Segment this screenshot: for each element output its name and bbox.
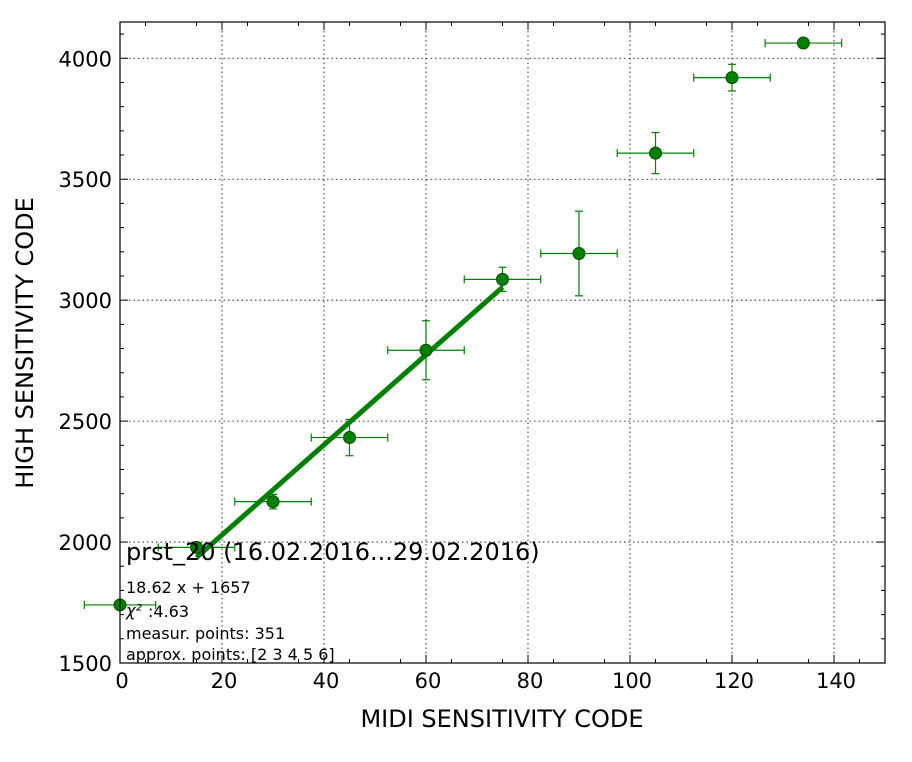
data-point-group bbox=[157, 540, 236, 554]
data-point bbox=[190, 540, 203, 554]
x-tick-label: 40 bbox=[313, 669, 340, 693]
x-tick-label: 20 bbox=[211, 669, 238, 693]
y-tick-labels: 1500 2000 2500 3000 3500 4000 bbox=[59, 47, 112, 676]
y-tick-label: 4000 bbox=[59, 47, 112, 71]
data-point-group bbox=[616, 131, 695, 175]
data-point-group bbox=[693, 63, 771, 92]
annotation-measur-points: measur. points: 351 bbox=[126, 624, 285, 643]
y-tick-label: 3000 bbox=[59, 289, 112, 313]
y-axis-label: HIGH SENSITIVITY CODE bbox=[11, 197, 39, 489]
y-tick-label: 3500 bbox=[59, 168, 112, 192]
data-point-group bbox=[463, 266, 542, 293]
annotation-chi-label: χ² bbox=[125, 601, 142, 620]
annotation-approx-points: approx. points: [2 3 4 5 6] bbox=[126, 645, 335, 664]
data-point-group bbox=[234, 493, 312, 510]
data-point bbox=[419, 343, 433, 357]
y-tick-label: 2500 bbox=[59, 410, 112, 434]
data-point bbox=[266, 495, 280, 509]
data-point-group bbox=[540, 210, 618, 297]
data-point bbox=[343, 431, 356, 445]
annotation-box: prst_20 (16.02.2016...29.02.2016) 18.62 … bbox=[125, 538, 540, 664]
annotation-equation: 18.62 x + 1657 bbox=[126, 578, 251, 597]
x-tick-label: 100 bbox=[612, 669, 652, 693]
grid-lines bbox=[120, 22, 885, 663]
data-point-group bbox=[310, 418, 389, 457]
data-point bbox=[725, 71, 739, 85]
data-point bbox=[496, 272, 509, 286]
x-tick-label: 80 bbox=[517, 669, 544, 693]
axis-ticks bbox=[119, 22, 885, 664]
y-tick-label: 2000 bbox=[59, 531, 112, 555]
data-point bbox=[572, 246, 586, 260]
x-axis-label: MIDI SENSITIVITY CODE bbox=[360, 705, 643, 733]
y-tick-label: 1500 bbox=[59, 652, 112, 676]
plot-frame bbox=[119, 21, 886, 664]
x-tick-label: 60 bbox=[415, 669, 442, 693]
x-tick-label: 120 bbox=[714, 669, 754, 693]
data-point bbox=[649, 146, 662, 160]
x-tick-label: 0 bbox=[115, 669, 128, 693]
data-point bbox=[796, 36, 810, 50]
x-tick-labels: 0 20 40 60 80 100 120 140 bbox=[115, 669, 856, 693]
data-point-group bbox=[387, 320, 465, 381]
data-point-group bbox=[764, 36, 843, 50]
x-tick-label: 140 bbox=[816, 669, 856, 693]
annotation-title: prst_20 (16.02.2016...29.02.2016) bbox=[126, 538, 540, 566]
annotation-chi-value: :4.63 bbox=[148, 602, 189, 621]
